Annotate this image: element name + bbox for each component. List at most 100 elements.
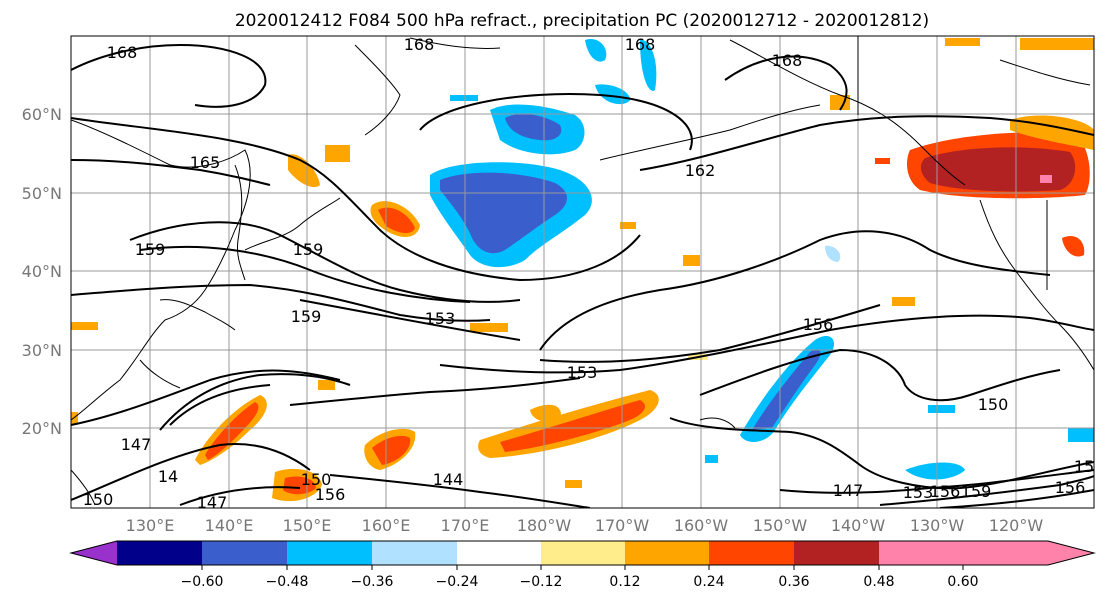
precip-positive-area <box>283 476 316 495</box>
colorbar-outline <box>69 540 1096 566</box>
precip-positive-area <box>325 145 350 162</box>
figure-title: 2020012412 F084 500 hPa refract., precip… <box>235 11 929 31</box>
lat-label: 20°N <box>22 419 62 438</box>
lon-label: 130°E <box>126 516 175 535</box>
contour-label: 147 <box>197 493 228 512</box>
contour-label: 159 <box>961 482 992 501</box>
map-area: 168 168 168 168 165 162 159 159 159 153 … <box>71 35 1094 512</box>
colorbar-tick-label: −0.60 <box>181 574 224 590</box>
coastlines <box>71 36 1094 506</box>
precip-positive-area <box>1062 235 1085 257</box>
precip-positive-area <box>500 400 645 452</box>
contour-label: 153 <box>567 363 598 382</box>
contour-label: 168 <box>625 35 656 54</box>
colorbar-segment <box>117 541 202 565</box>
lon-label: 170°W <box>595 516 650 535</box>
lon-label: 130°W <box>910 516 965 535</box>
lat-label: 50°N <box>22 184 62 203</box>
lon-label: 140°E <box>205 516 254 535</box>
contour-label: 150 <box>301 470 332 489</box>
colorbar-segment <box>202 541 287 565</box>
contour-label: 14 <box>158 467 178 486</box>
colorbar-segment <box>287 541 372 565</box>
lon-label: 160°W <box>674 516 729 535</box>
contour-label: 144 <box>433 470 464 489</box>
colorbar-segment <box>625 541 709 565</box>
contour-label: 150 <box>978 395 1009 414</box>
precip-negative-area <box>450 95 478 101</box>
contour-label: 168 <box>107 43 138 62</box>
lon-label: 150°E <box>283 516 332 535</box>
contour-label: 156 <box>1055 478 1086 497</box>
precip-negative-area <box>640 39 657 91</box>
contour-label: 162 <box>685 161 716 180</box>
precip-positive-area <box>620 222 636 229</box>
precip-positive-area <box>318 380 335 390</box>
colorbar: −0.60 −0.48 −0.36 −0.24 −0.12 0.12 0.24 … <box>69 540 1096 590</box>
precip-positive-area <box>945 38 980 46</box>
precip-negative-area <box>505 114 562 141</box>
precip-positive-area <box>683 255 700 266</box>
precip-negative-area <box>595 84 630 105</box>
precip-negative-area <box>825 245 841 262</box>
colorbar-segment <box>879 541 1094 565</box>
precip-positive-area <box>530 404 561 422</box>
contour-label: 150 <box>83 490 114 509</box>
contour-label: 159 <box>135 240 166 259</box>
precip-negative-area <box>752 349 821 430</box>
contour-label: 153 <box>903 483 934 502</box>
lat-label: 30°N <box>22 341 62 360</box>
colorbar-tick-label: 0.36 <box>778 574 809 590</box>
colorbar-segment <box>71 541 117 565</box>
contour-label: 168 <box>404 35 435 54</box>
lon-label: 180°W <box>517 516 572 535</box>
precip-positive-area <box>892 297 915 306</box>
contour-label: 15 <box>1074 457 1094 476</box>
longitude-labels: 130°E 140°E 150°E 160°E 170°E 180°W 170°… <box>126 516 1044 535</box>
colorbar-tick-label: −0.48 <box>266 574 309 590</box>
colorbar-segment <box>794 541 879 565</box>
lat-label: 60°N <box>22 105 62 124</box>
lon-label: 140°W <box>831 516 886 535</box>
precip-positive-area <box>1010 115 1094 150</box>
precip-positive-area <box>71 322 98 330</box>
precip-negative-area <box>705 455 718 463</box>
map-frame <box>70 35 1095 509</box>
precip-negative-area <box>585 39 607 62</box>
refractivity-contours <box>71 43 1094 508</box>
lat-label: 40°N <box>22 262 62 281</box>
precip-negative-area <box>905 462 965 480</box>
contour-label: 168 <box>772 51 803 70</box>
precip-negative-area <box>1068 428 1094 442</box>
precip-positive-area <box>378 207 415 234</box>
precip-positive-area <box>920 147 1076 192</box>
precip-positive-area <box>1020 38 1094 50</box>
contour-label: 156 <box>930 482 961 501</box>
colorbar-segment <box>372 541 457 565</box>
colorbar-segment <box>457 541 541 565</box>
contour-label: 147 <box>121 435 152 454</box>
contour-label: 147 <box>833 481 864 500</box>
contour-label: 156 <box>803 315 834 334</box>
colorbar-tick-label: 0.12 <box>609 574 640 590</box>
precip-positive-area <box>1040 175 1052 183</box>
colorbar-tick-label: 0.48 <box>863 574 894 590</box>
colorbar-segment <box>541 541 625 565</box>
precip-positive-area <box>565 480 582 488</box>
precip-negative-area <box>928 405 955 413</box>
contour-labels: 168 168 168 168 165 162 159 159 159 153 … <box>83 35 1094 512</box>
lon-label: 170°E <box>441 516 490 535</box>
colorbar-tick-label: 0.60 <box>947 574 978 590</box>
lon-label: 160°E <box>362 516 411 535</box>
contour-label: 159 <box>293 240 324 259</box>
colorbar-tick-label: −0.36 <box>351 574 394 590</box>
precip-positive-area <box>288 154 320 188</box>
precip-positive-area <box>875 158 890 164</box>
lon-label: 150°W <box>753 516 808 535</box>
contour-label: 159 <box>291 307 322 326</box>
colorbar-tick-label: 0.24 <box>693 574 724 590</box>
lon-label: 120°W <box>989 516 1044 535</box>
precip-positive-area <box>372 435 411 465</box>
colorbar-tick-label: −0.12 <box>520 574 563 590</box>
